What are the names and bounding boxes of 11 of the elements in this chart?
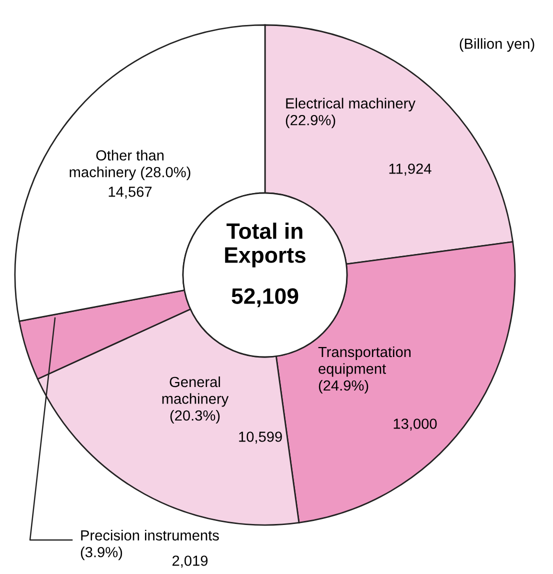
text: (Billion yen) bbox=[460, 38, 534, 52]
data-label: 10,599 bbox=[239, 432, 282, 444]
slice-label: Transportation equipment (24.9%) bbox=[318, 346, 411, 394]
slice-label: Electrical machinery (22.9%) bbox=[286, 98, 416, 128]
text: Total in Exports bbox=[225, 222, 306, 268]
slice-label: General machinery (20.3%) bbox=[162, 376, 229, 424]
data-label: 11,924 bbox=[389, 164, 432, 176]
text: 52,109 bbox=[232, 288, 298, 308]
data-label: 13,000 bbox=[394, 418, 437, 431]
data-label: 14,567 bbox=[108, 186, 152, 199]
slice-label: Other than machinery (28.0%) bbox=[70, 150, 190, 180]
